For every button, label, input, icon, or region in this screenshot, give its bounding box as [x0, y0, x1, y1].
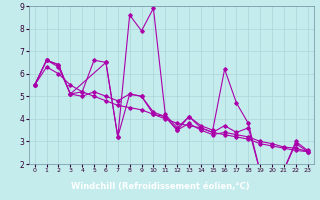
- Text: Windchill (Refroidissement éolien,°C): Windchill (Refroidissement éolien,°C): [71, 182, 249, 192]
